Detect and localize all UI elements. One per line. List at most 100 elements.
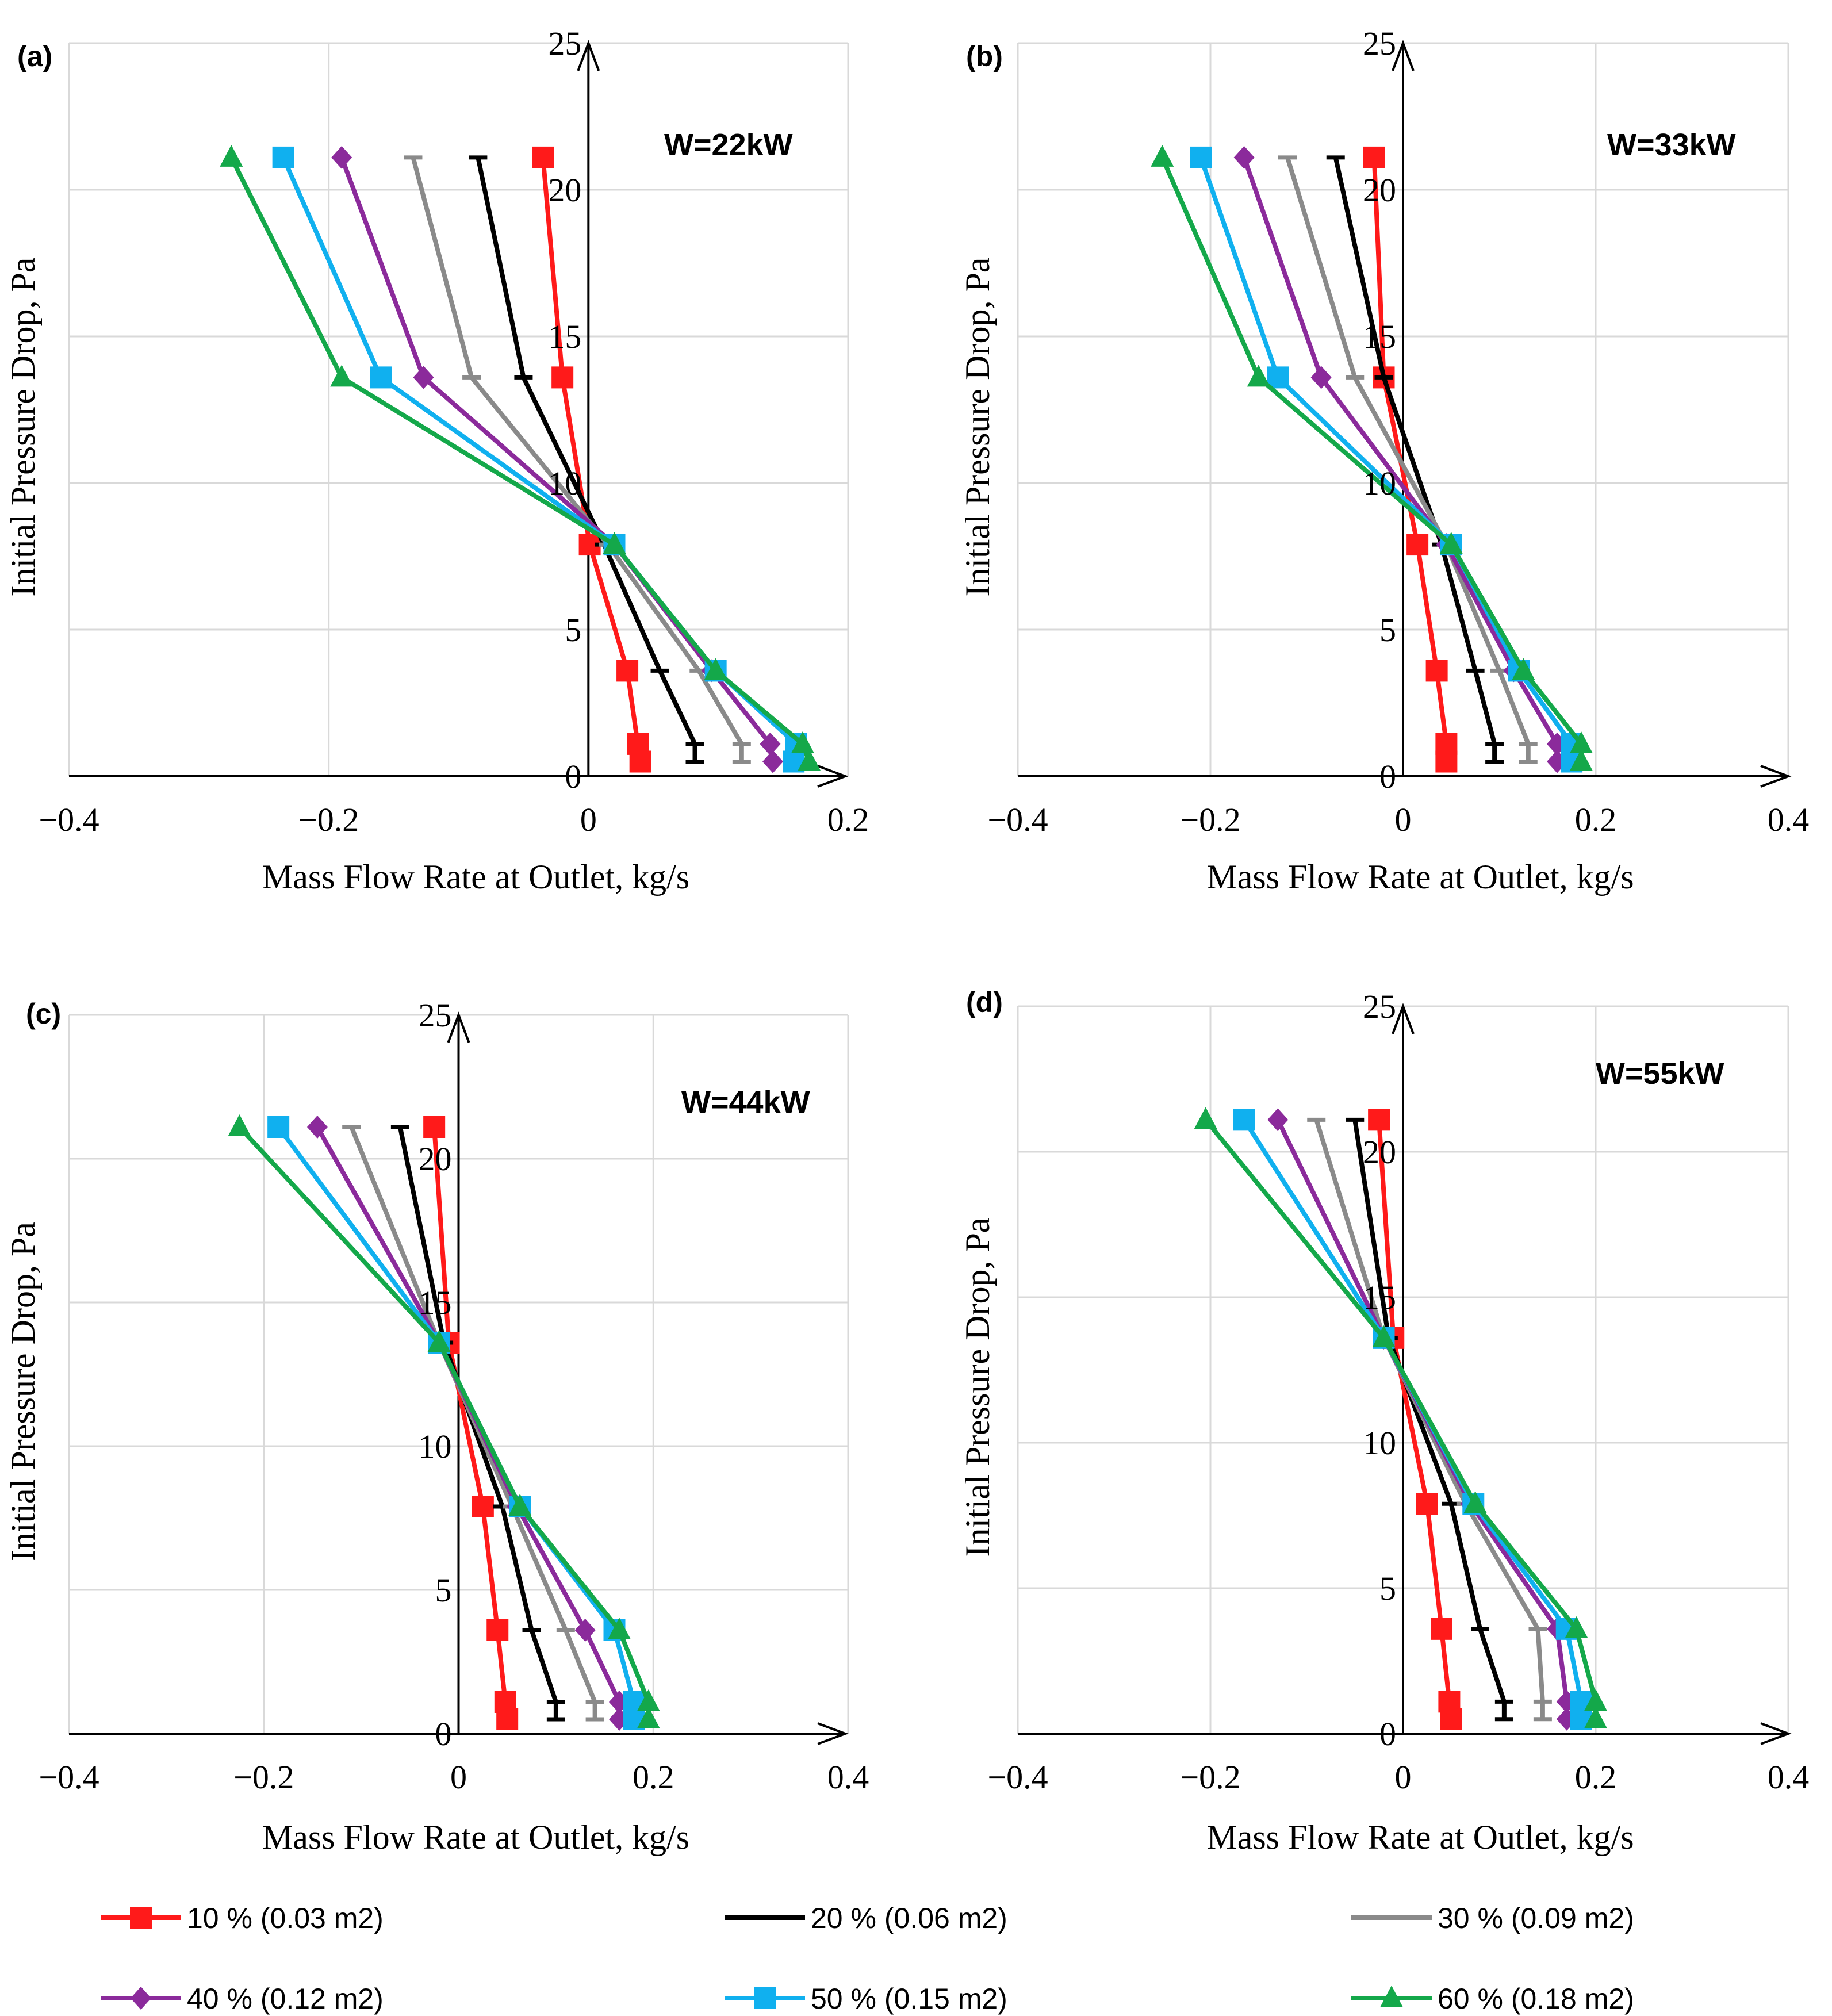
series-20pct [1326,155,1504,764]
panel-label: (b) [966,40,1003,72]
data-point [1151,144,1174,167]
data-point [331,145,352,169]
data-point [228,1114,251,1136]
data-point [1584,1706,1607,1728]
legend-entry: 40 % (0.12 m2) [101,1983,384,2015]
data-point [1565,1616,1588,1638]
series-line [1314,1119,1545,1719]
legend-entry: 30 % (0.09 m2) [1351,1902,1634,1934]
x-tick-label: 0.4 [1768,1758,1810,1796]
y-tick-label: 15 [1363,318,1396,355]
legend-label: 10 % (0.03 m2) [187,1902,384,1934]
power-annotation: W=22kW [664,128,793,162]
x-tick-label: 0.4 [827,1758,869,1796]
y-tick-label: 0 [435,1715,452,1753]
series-10pct [1368,1109,1462,1730]
data-point [1190,146,1212,168]
data-point [760,732,781,756]
x-tick-label: −0.4 [39,801,99,838]
data-point [1569,749,1593,771]
data-point [1584,1689,1607,1711]
y-tick-label: 15 [548,318,581,355]
series-10pct [532,146,651,773]
data-point [427,1330,451,1352]
y-tick-label: 20 [1363,171,1396,209]
data-point [637,1689,660,1711]
series-line [411,156,744,762]
legend-swatch-marker [1380,1986,1403,2007]
power-annotation: W=55kW [1596,1056,1724,1091]
legend-entry: 50 % (0.15 m2) [725,1983,1007,2015]
panel-label: (a) [17,40,52,72]
series-40pct [306,1116,630,1731]
data-point [1267,366,1289,389]
y-tick-label: 5 [1379,611,1396,649]
data-point [306,1116,328,1139]
x-tick-label: 0.2 [633,1758,674,1796]
data-point [616,660,639,682]
x-tick-label: −0.2 [1180,1758,1240,1796]
y-axis-arrow [447,1011,470,1043]
x-tick-label: 0 [1395,801,1412,838]
y-tick-label: 20 [1363,1133,1396,1171]
x-axis-arrow [1760,1722,1792,1745]
data-point [532,146,554,168]
x-tick-label: 0.2 [1575,801,1617,838]
y-axis-title: Initial Pressure Drop, Pa [959,1218,997,1557]
series-60pct [220,144,821,771]
data-point [1368,1109,1390,1131]
data-point [1233,1109,1255,1131]
data-point [762,750,784,773]
legend-entry: 20 % (0.06 m2) [725,1902,1007,1934]
x-tick-label: −0.2 [1180,801,1240,838]
y-tick-label: 0 [565,758,581,795]
y-axis-title: Initial Pressure Drop, Pa [4,1222,42,1561]
series-60pct [1194,1107,1607,1728]
series-line [1285,156,1531,762]
series-10pct [1363,146,1458,773]
legend-label: 20 % (0.06 m2) [811,1902,1007,1934]
data-point [791,731,814,753]
y-tick-label: 5 [435,1572,452,1609]
data-point [1247,365,1270,387]
legend-swatch-marker [130,1907,152,1929]
series-line [397,1126,558,1719]
data-point [1512,658,1535,680]
data-point [629,750,651,773]
data-point [272,146,294,168]
series-20pct [469,155,704,764]
data-point [1233,145,1255,169]
y-tick-label: 10 [1363,1424,1396,1462]
x-tick-label: 0 [450,1758,467,1796]
data-point [413,366,434,389]
data-point [1372,1325,1396,1347]
data-point [551,366,574,389]
y-tick-label: 0 [1379,1715,1396,1753]
y-tick-label: 25 [1363,988,1396,1025]
data-point [486,1619,509,1641]
data-point [1569,731,1593,753]
y-tick-label: 5 [1379,1570,1396,1607]
series-line [349,1126,597,1719]
data-point [704,658,727,680]
y-tick-label: 20 [419,1140,452,1178]
series-30pct [404,155,751,764]
x-axis-arrow [1760,765,1792,788]
x-tick-label: −0.4 [39,1758,99,1796]
panel-label: (c) [26,998,61,1030]
y-axis-arrow [1392,40,1415,71]
series-10pct [423,1116,519,1730]
y-tick-label: 5 [565,611,581,649]
series-60pct [228,1114,660,1728]
y-axis-title: Initial Pressure Drop, Pa [959,258,997,597]
x-tick-label: 0.4 [1768,801,1810,838]
x-tick-label: −0.2 [298,801,359,838]
series-line [1352,1119,1507,1719]
series-line [1333,157,1497,762]
data-point [423,1116,446,1138]
y-axis-arrow [577,40,600,71]
y-tick-label: 15 [419,1284,452,1321]
data-point [1194,1107,1217,1129]
chart-panel-a: 0 5 10 15 20 25 −0.4 −0.2 0 0.2 Mass Flow Rate at … [4,25,869,896]
data-point [1435,750,1458,773]
